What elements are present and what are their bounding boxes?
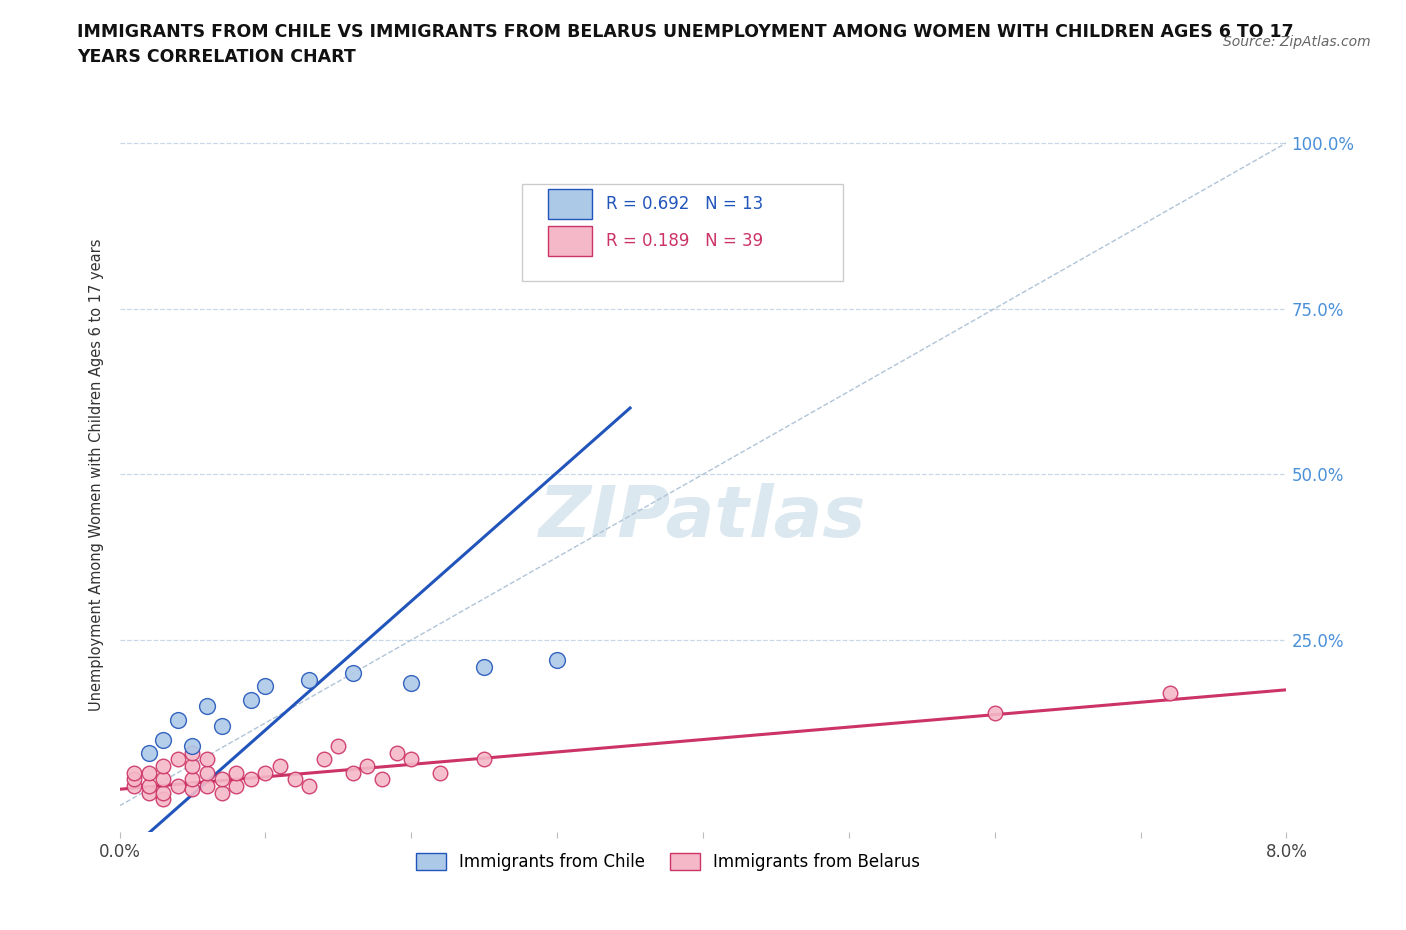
Point — [181, 782, 204, 797]
FancyBboxPatch shape — [548, 226, 592, 256]
Point — [152, 791, 174, 806]
Point — [166, 752, 188, 767]
Point — [195, 778, 218, 793]
Point — [472, 659, 495, 674]
Point — [211, 772, 233, 787]
Point — [166, 712, 188, 727]
Point — [401, 752, 423, 767]
Point — [138, 785, 160, 800]
Point — [312, 752, 335, 767]
Point — [254, 679, 277, 694]
Point — [152, 759, 174, 774]
Point — [298, 778, 321, 793]
Text: YEARS CORRELATION CHART: YEARS CORRELATION CHART — [77, 48, 356, 66]
Point — [138, 745, 160, 760]
Text: IMMIGRANTS FROM CHILE VS IMMIGRANTS FROM BELARUS UNEMPLOYMENT AMONG WOMEN WITH C: IMMIGRANTS FROM CHILE VS IMMIGRANTS FROM… — [77, 23, 1294, 41]
FancyBboxPatch shape — [522, 184, 844, 281]
Text: R = 0.189   N = 39: R = 0.189 N = 39 — [606, 232, 763, 250]
Text: Source: ZipAtlas.com: Source: ZipAtlas.com — [1223, 35, 1371, 49]
Point — [401, 676, 423, 691]
Point — [122, 765, 145, 780]
Text: R = 0.692   N = 13: R = 0.692 N = 13 — [606, 194, 763, 213]
Point — [371, 772, 394, 787]
Point — [152, 785, 174, 800]
Point — [195, 765, 218, 780]
Point — [211, 785, 233, 800]
Point — [211, 719, 233, 734]
Point — [298, 672, 321, 687]
Point — [342, 765, 364, 780]
Point — [284, 772, 307, 787]
Legend: Immigrants from Chile, Immigrants from Belarus: Immigrants from Chile, Immigrants from B… — [409, 846, 927, 878]
Point — [546, 653, 568, 668]
Point — [269, 759, 291, 774]
Point — [181, 745, 204, 760]
Point — [472, 752, 495, 767]
Point — [984, 706, 1007, 721]
Point — [166, 778, 188, 793]
Point — [342, 666, 364, 681]
Point — [239, 692, 262, 707]
Point — [181, 759, 204, 774]
Point — [138, 765, 160, 780]
Point — [122, 778, 145, 793]
Point — [254, 765, 277, 780]
Point — [152, 732, 174, 747]
Point — [122, 772, 145, 787]
Point — [181, 772, 204, 787]
Point — [429, 765, 451, 780]
Point — [195, 699, 218, 714]
Point — [225, 778, 247, 793]
Point — [181, 738, 204, 753]
Y-axis label: Unemployment Among Women with Children Ages 6 to 17 years: Unemployment Among Women with Children A… — [89, 238, 104, 711]
Point — [138, 778, 160, 793]
FancyBboxPatch shape — [548, 189, 592, 219]
Text: ZIPatlas: ZIPatlas — [540, 483, 866, 551]
Point — [328, 738, 350, 753]
Point — [239, 772, 262, 787]
Point — [152, 772, 174, 787]
Point — [385, 745, 408, 760]
Point — [356, 759, 378, 774]
Point — [1159, 685, 1181, 700]
Point — [225, 765, 247, 780]
Point — [195, 752, 218, 767]
